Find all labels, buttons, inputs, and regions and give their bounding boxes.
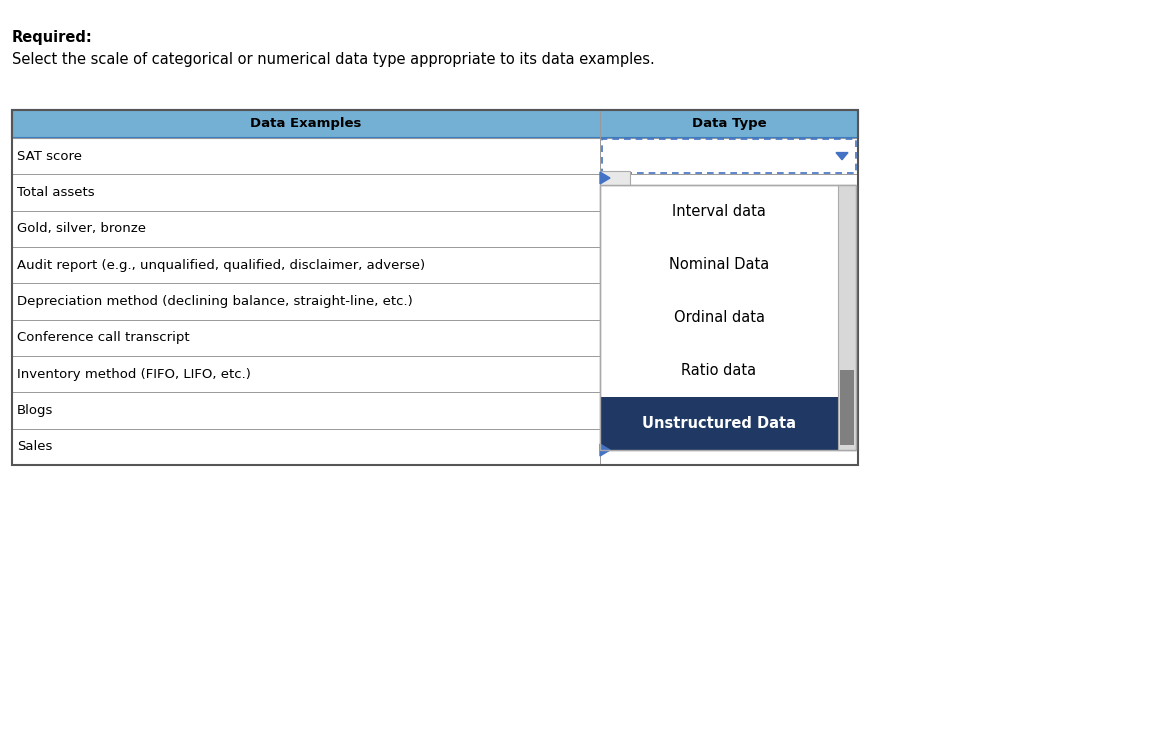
Bar xyxy=(12,392,859,429)
Polygon shape xyxy=(600,171,630,185)
Text: Data Examples: Data Examples xyxy=(250,118,361,131)
Text: Audit report (e.g., unqualified, qualified, disclaimer, adverse): Audit report (e.g., unqualified, qualifi… xyxy=(17,259,425,272)
Bar xyxy=(600,185,856,450)
Text: Unstructured Data: Unstructured Data xyxy=(642,416,796,431)
Text: Ratio data: Ratio data xyxy=(682,363,757,378)
Text: Total assets: Total assets xyxy=(17,186,95,199)
Text: Depreciation method (declining balance, straight-line, etc.): Depreciation method (declining balance, … xyxy=(17,295,413,308)
Text: SAT score: SAT score xyxy=(17,150,82,163)
Bar xyxy=(12,174,859,211)
Polygon shape xyxy=(600,444,610,456)
Text: Nominal Data: Nominal Data xyxy=(669,257,769,272)
Bar xyxy=(838,185,856,450)
Polygon shape xyxy=(835,152,848,160)
Bar xyxy=(12,429,859,465)
Bar xyxy=(12,283,859,320)
Text: Inventory method (FIFO, LIFO, etc.): Inventory method (FIFO, LIFO, etc.) xyxy=(17,368,250,381)
Bar xyxy=(600,397,838,450)
Bar xyxy=(12,110,859,138)
Bar xyxy=(602,139,856,174)
Bar xyxy=(12,211,859,247)
Text: Select the scale of categorical or numerical data type appropriate to its data e: Select the scale of categorical or numer… xyxy=(12,52,654,67)
Bar xyxy=(600,185,856,450)
Bar xyxy=(12,247,859,283)
Text: Conference call transcript: Conference call transcript xyxy=(17,331,189,344)
Text: Sales: Sales xyxy=(17,440,52,453)
Text: Gold, silver, bronze: Gold, silver, bronze xyxy=(17,222,147,235)
Text: Interval data: Interval data xyxy=(672,204,766,219)
Bar xyxy=(12,356,859,392)
Polygon shape xyxy=(600,172,610,184)
Text: Blogs: Blogs xyxy=(17,404,53,417)
Text: Data Type: Data Type xyxy=(691,118,766,131)
Bar xyxy=(12,110,859,465)
Bar xyxy=(12,320,859,356)
Bar xyxy=(840,370,854,445)
Bar xyxy=(12,138,859,174)
Text: Ordinal data: Ordinal data xyxy=(674,310,764,325)
Text: Required:: Required: xyxy=(12,30,92,45)
